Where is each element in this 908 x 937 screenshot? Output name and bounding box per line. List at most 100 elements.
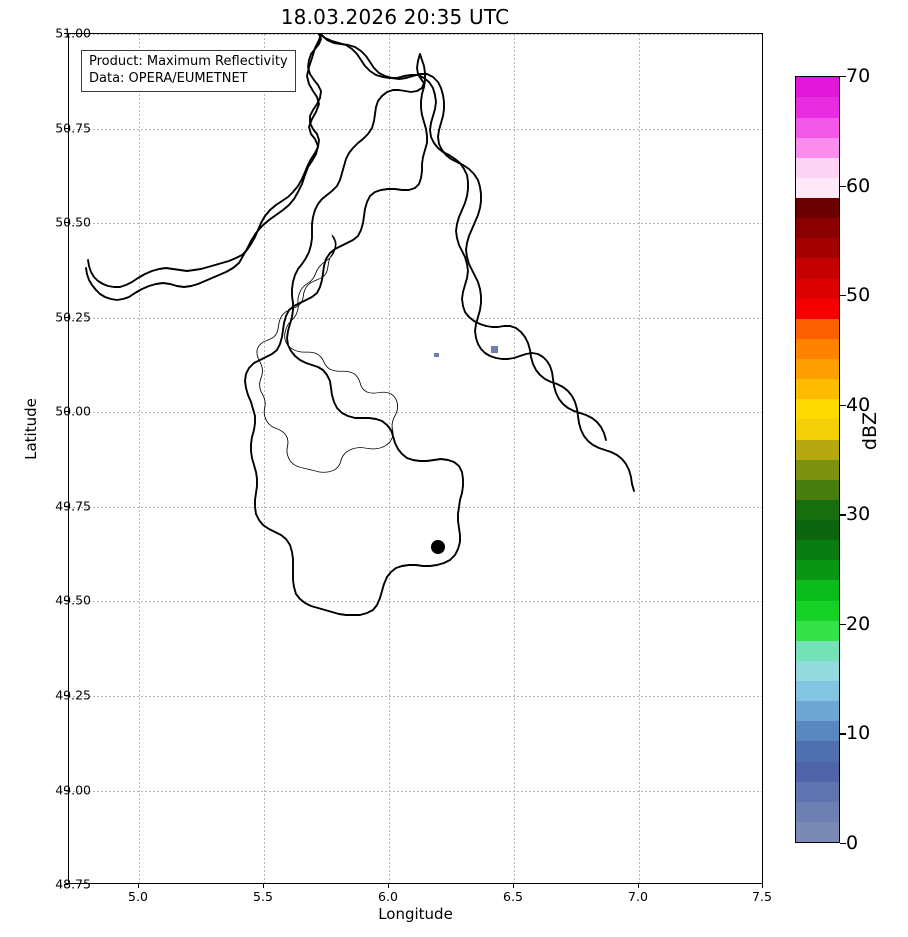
ytick-label: 50.25 — [55, 309, 91, 325]
colorbar-tick-label: 50 — [846, 284, 871, 307]
xtick-mark — [263, 884, 264, 888]
gridline-vertical — [264, 34, 265, 883]
xtick-label: 7.5 — [752, 889, 772, 904]
xtick-mark — [762, 884, 763, 888]
xtick-label: 5.5 — [253, 889, 273, 904]
luxembourg-outline — [244, 53, 464, 616]
xtick-label: 7.0 — [628, 889, 648, 904]
xtick-mark — [138, 884, 139, 888]
radar-echo-pixel — [491, 346, 498, 353]
country-borders-map — [85, 34, 635, 616]
colorbar-band-13 — [796, 560, 839, 581]
gridline-vertical — [389, 34, 390, 883]
colorbar-tick-mark — [840, 295, 846, 297]
colorbar-band-33 — [796, 157, 839, 178]
gridline-horizontal — [69, 412, 762, 414]
colorbar-tick-mark — [840, 76, 846, 78]
colorbar-tick-mark — [840, 185, 846, 187]
gridline-horizontal — [69, 695, 762, 697]
colorbar-band-28 — [796, 258, 839, 279]
gridline-vertical — [514, 34, 515, 883]
gridline-horizontal — [69, 601, 762, 603]
colorbar-band-17 — [796, 479, 839, 500]
colorbar-band-10 — [796, 620, 839, 641]
radar-station-marker[interactable] — [431, 540, 445, 554]
ytick-mark — [64, 600, 68, 602]
colorbar-tick-label: 10 — [846, 722, 871, 745]
colorbar-band-6 — [796, 701, 839, 722]
gridline-horizontal — [69, 317, 762, 319]
page-title: 18.03.2026 20:35 UTC — [280, 5, 510, 29]
colorbar-band-16 — [796, 499, 839, 520]
gridline-vertical — [639, 34, 640, 883]
ytick-mark — [64, 316, 68, 318]
colorbar-tick-mark — [840, 404, 846, 406]
x-axis-label: Longitude — [378, 905, 453, 923]
colorbar-band-4 — [796, 741, 839, 762]
colorbar-band-31 — [796, 198, 839, 219]
ytick-label: 49.00 — [55, 782, 91, 797]
colorbar-band-22 — [796, 379, 839, 400]
colorbar-band-9 — [796, 640, 839, 661]
xtick-mark — [638, 884, 639, 888]
ytick-label: 50.50 — [55, 214, 91, 230]
colorbar-band-26 — [796, 298, 839, 319]
colorbar — [795, 76, 840, 843]
colorbar-band-5 — [796, 721, 839, 742]
colorbar-band-32 — [796, 177, 839, 198]
colorbar-band-14 — [796, 540, 839, 561]
colorbar-axis-label: dBZ — [859, 411, 881, 451]
ytick-label: 49.75 — [55, 498, 91, 514]
colorbar-tick-label: 40 — [846, 393, 871, 416]
gridline-vertical — [139, 34, 140, 883]
colorbar-band-20 — [796, 419, 839, 440]
ytick-mark — [64, 127, 68, 129]
ytick-label: 49.25 — [55, 687, 91, 703]
colorbar-tick-label: 60 — [846, 174, 871, 197]
colorbar-band-7 — [796, 681, 839, 702]
colorbar-band-8 — [796, 660, 839, 681]
gridline-horizontal — [69, 128, 762, 130]
ytick-mark — [64, 789, 68, 791]
colorbar-tick-label: 70 — [846, 65, 871, 87]
colorbar-tick-label: 20 — [846, 612, 871, 635]
ytick-label: 50.00 — [55, 403, 91, 419]
colorbar-tick-label: 30 — [846, 503, 871, 526]
ytick-mark — [64, 222, 68, 223]
colorbar-band-1 — [796, 801, 839, 822]
gridline-horizontal — [69, 34, 762, 35]
info-product-line: Product: Maximum Reflectivity — [89, 54, 288, 69]
xtick-label: 6.5 — [503, 889, 523, 904]
xtick-label: 6.0 — [378, 889, 398, 904]
colorbar-tick-mark — [840, 733, 846, 735]
xtick-mark — [513, 884, 514, 888]
y-axis-label: Latitude — [22, 398, 40, 460]
colorbar-band-24 — [796, 338, 839, 359]
colorbar-band-37 — [796, 77, 839, 98]
ytick-mark — [64, 884, 68, 885]
gridline-horizontal — [69, 223, 762, 224]
gridline-horizontal — [69, 790, 762, 792]
ytick-label: 48.75 — [55, 876, 91, 892]
colorbar-band-23 — [796, 359, 839, 380]
colorbar-band-30 — [796, 218, 839, 239]
colorbar-band-36 — [796, 97, 839, 118]
ytick-mark — [64, 694, 68, 696]
colorbar-band-12 — [796, 580, 839, 601]
xtick-label: 5.0 — [128, 889, 148, 904]
ytick-mark — [64, 505, 68, 507]
colorbar-tick-mark — [840, 514, 846, 516]
info-legend-box: Product: Maximum Reflectivity Data: OPER… — [81, 50, 296, 93]
colorbar-band-21 — [796, 399, 839, 420]
colorbar-tick-mark — [840, 623, 846, 626]
xtick-mark — [388, 884, 389, 888]
ytick-mark — [64, 33, 68, 34]
colorbar-band-0 — [796, 821, 839, 842]
colorbar-band-18 — [796, 459, 839, 480]
colorbar-band-3 — [796, 761, 839, 782]
radar-echo-pixel — [434, 353, 439, 357]
colorbar-band-19 — [796, 439, 839, 460]
map-plot-area[interactable]: Product: Maximum Reflectivity Data: OPER… — [68, 33, 763, 884]
colorbar-tick-label: 0 — [846, 832, 859, 854]
